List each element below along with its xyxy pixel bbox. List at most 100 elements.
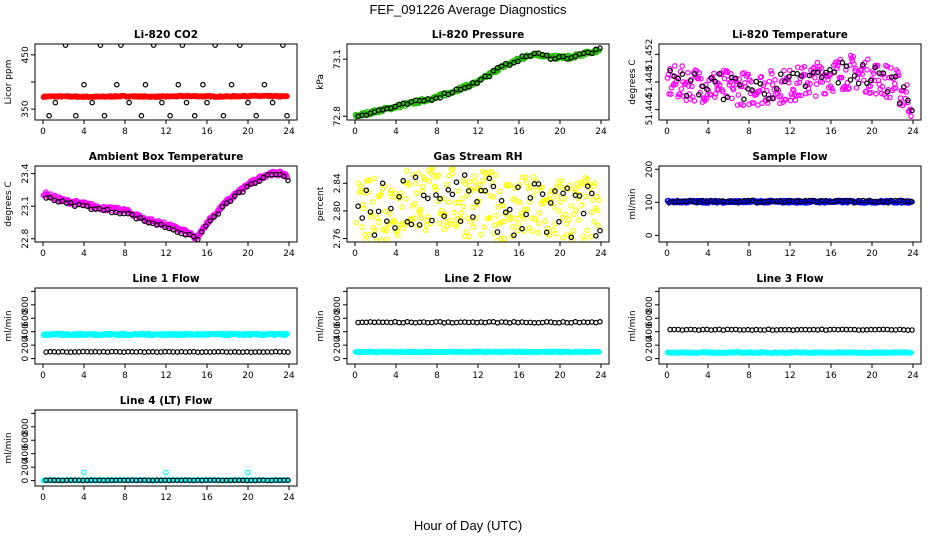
data-point	[439, 196, 446, 202]
data-point	[46, 112, 52, 119]
data-point	[522, 206, 528, 213]
data-point	[392, 225, 398, 231]
x-tick-label: 4	[81, 371, 87, 381]
data-point	[589, 197, 596, 203]
data-point	[478, 76, 484, 83]
data-point	[792, 97, 799, 104]
data-point	[363, 112, 370, 119]
data-point	[158, 221, 164, 228]
data-point	[211, 213, 218, 220]
data-point	[488, 169, 495, 175]
data-point	[355, 244, 359, 248]
x-tick-label: 12	[784, 371, 795, 381]
data-point	[281, 173, 287, 180]
data-point	[560, 53, 566, 60]
data-point	[358, 183, 365, 190]
data-point	[383, 227, 390, 234]
x-tick-label: 16	[201, 493, 213, 503]
data-point	[698, 76, 704, 82]
data-point	[539, 191, 546, 197]
data-point	[443, 181, 450, 188]
data-point	[449, 89, 456, 96]
data-point	[768, 70, 775, 77]
y-tick-label: 200	[21, 458, 31, 475]
x-tick-label: 16	[513, 249, 525, 259]
data-point	[413, 190, 420, 197]
panel-title: Ambient Box Temperature	[89, 151, 244, 163]
data-point	[400, 178, 407, 184]
data-point	[129, 211, 136, 218]
x-tick-label: 8	[122, 493, 128, 503]
data-point	[711, 70, 717, 77]
data-point	[483, 174, 490, 180]
data-point	[364, 178, 370, 184]
x-tick-label: 16	[201, 249, 213, 259]
y-tick-label: 2.76	[333, 228, 343, 248]
data-point	[492, 172, 499, 179]
data-point	[695, 75, 702, 82]
x-tick-label: 12	[472, 249, 483, 259]
data-point	[556, 219, 562, 225]
data-point	[711, 94, 718, 100]
y-axis-label: ml/min	[4, 432, 14, 463]
data-point	[284, 93, 290, 100]
y-tick-label: 200	[645, 336, 655, 353]
data-point	[595, 222, 602, 229]
data-point	[687, 78, 694, 84]
y-tick-label: 51.448	[645, 66, 655, 98]
x-tick-label: 12	[160, 249, 171, 259]
x-tick-label: 20	[554, 371, 566, 381]
data-point	[231, 193, 238, 200]
data-point	[730, 86, 737, 93]
data-point	[908, 113, 914, 120]
data-point	[137, 215, 144, 221]
data-point	[576, 193, 583, 199]
data-point	[540, 197, 547, 204]
data-point	[814, 59, 821, 66]
data-point	[880, 70, 887, 76]
panel-title: Line 4 (LT) Flow	[120, 395, 213, 407]
data-point	[373, 237, 380, 242]
y-tick-label: 400	[21, 445, 31, 462]
data-series	[667, 197, 915, 206]
data-point	[371, 175, 378, 182]
data-point	[535, 230, 541, 236]
data-point	[469, 204, 476, 211]
data-point	[371, 232, 378, 238]
x-tick-label: 24	[283, 127, 295, 137]
data-point	[355, 203, 361, 210]
data-point	[465, 233, 472, 240]
data-point	[562, 211, 569, 218]
data-point	[490, 194, 497, 200]
y-tick-label: 0	[21, 355, 31, 361]
data-point	[451, 209, 457, 216]
data-point	[549, 188, 556, 194]
data-point	[367, 209, 374, 215]
data-point	[481, 224, 488, 230]
data-point	[84, 203, 90, 209]
data-point	[494, 229, 501, 235]
data-point	[245, 469, 251, 476]
data-point	[421, 176, 428, 183]
data-point	[415, 170, 422, 177]
data-point	[887, 94, 893, 101]
data-point	[818, 65, 825, 72]
data-point	[558, 178, 565, 184]
data-point	[741, 96, 747, 103]
data-point	[376, 219, 382, 226]
data-point	[814, 69, 821, 76]
data-point	[220, 112, 227, 119]
data-point	[766, 78, 773, 85]
data-point	[909, 199, 915, 205]
data-point	[433, 192, 439, 198]
data-point	[118, 44, 124, 48]
data-point	[426, 178, 433, 184]
data-point	[903, 89, 910, 95]
data-series	[43, 477, 291, 484]
data-point	[163, 469, 169, 476]
y-tick-label: 73.1	[333, 49, 343, 69]
data-point	[436, 220, 443, 227]
data-point	[864, 67, 870, 73]
